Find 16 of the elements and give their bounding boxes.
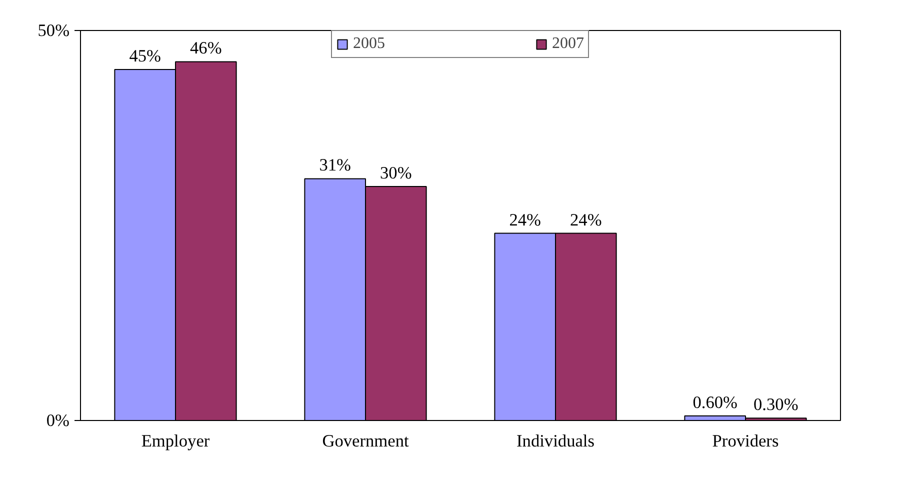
data-label: 45% [129,46,161,66]
data-label: 0.30% [754,395,798,414]
legend-label: 2007 [552,35,584,53]
data-label: 24% [570,210,602,230]
y-tick-label: 50% [38,21,70,40]
x-tick-label: Employer [141,432,210,450]
y-tick-label: 0% [46,411,70,430]
data-label: 24% [509,210,541,230]
x-tick-label: Government [322,432,409,450]
x-tick-label: Individuals [516,432,595,450]
legend-label: 2005 [353,35,385,53]
x-tick-label: Providers [712,432,779,450]
data-label: 31% [319,156,351,175]
data-label: 0.60% [692,392,738,412]
data-label: 46% [190,38,222,58]
data-label: 30% [380,164,412,182]
